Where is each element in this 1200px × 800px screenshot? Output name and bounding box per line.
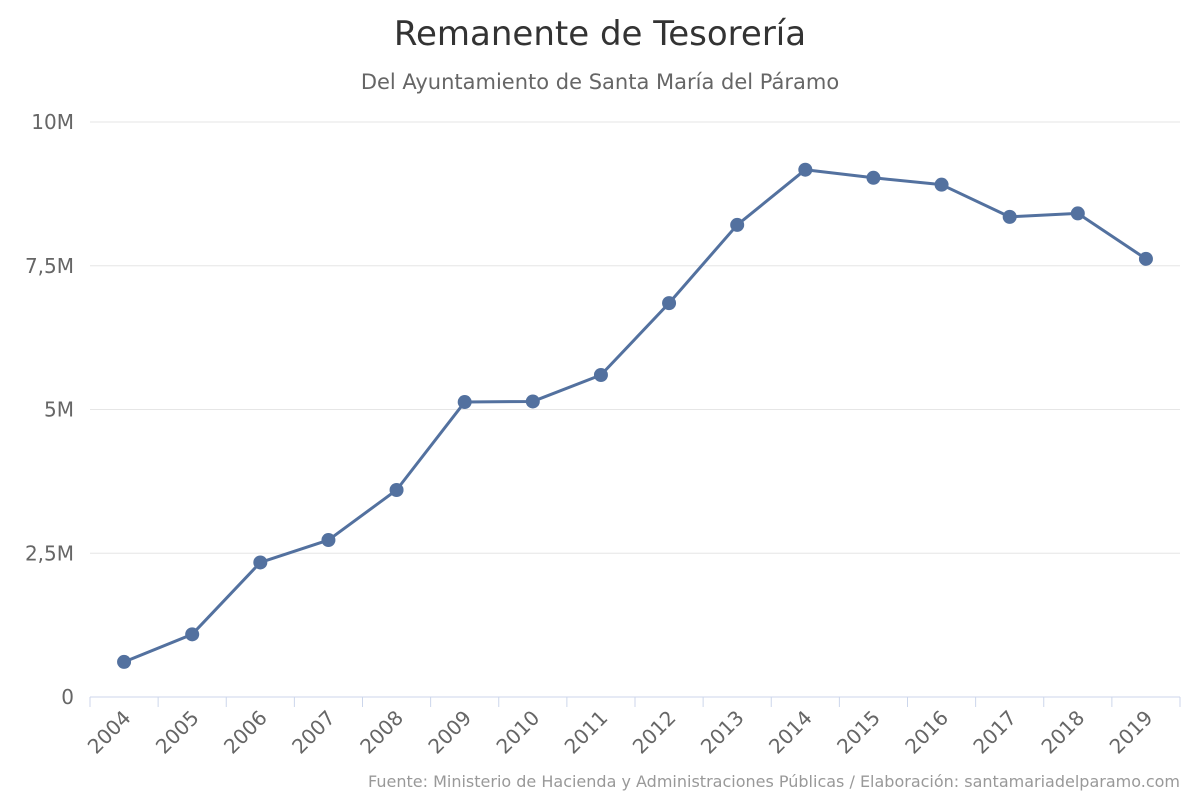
data-point-2014[interactable]: [798, 162, 813, 177]
x-axis: [89, 696, 1181, 707]
x-tick-label: 2007: [287, 706, 340, 759]
x-tick-label: 2011: [560, 706, 613, 759]
x-tick-label: 2016: [900, 706, 953, 759]
data-point-2018[interactable]: [1070, 206, 1085, 221]
x-tick-label: 2017: [968, 706, 1021, 759]
data-point-2016[interactable]: [934, 177, 949, 192]
x-tick-label: 2010: [491, 706, 544, 759]
x-tick-label: 2015: [832, 706, 885, 759]
chart-title: Remanente de Tesorería: [393, 14, 807, 54]
x-tick-label: 2004: [83, 706, 136, 759]
data-point-2019[interactable]: [1138, 251, 1153, 266]
series: [122, 168, 1148, 664]
y-tick-label: 2,5M: [25, 541, 74, 565]
x-tick-label: 2005: [151, 706, 204, 759]
credits-text[interactable]: Fuente: Ministerio de Hacienda y Adminis…: [368, 772, 1180, 791]
data-point-2007[interactable]: [321, 533, 336, 548]
x-tick-label: 2006: [219, 706, 272, 759]
x-tick-label: 2012: [628, 706, 681, 759]
data-point-2009[interactable]: [457, 395, 472, 410]
data-point-2006[interactable]: [253, 555, 268, 570]
data-point-2004[interactable]: [117, 654, 132, 669]
x-axis-labels: 2004 2005 2006 2007 2008 2009 2010 2011 2012 2013…: [83, 706, 1158, 759]
y-tick-label: 10M: [31, 110, 74, 134]
y-tick-label: 5M: [44, 398, 74, 422]
x-tick-label: 2014: [764, 706, 817, 759]
data-point-2010[interactable]: [525, 394, 540, 409]
series-line: [122, 168, 1148, 664]
y-axis-labels: 0 2,5M 5M 7,5M 10M: [25, 110, 74, 709]
x-tick-label: 2019: [1105, 706, 1158, 759]
data-point-2005[interactable]: [185, 627, 200, 642]
chart-subtitle: Del Ayuntamiento de Santa María del Pára…: [360, 70, 840, 94]
y-tick-label: 0: [61, 685, 74, 709]
gridlines: [90, 121, 1180, 554]
data-point-2013[interactable]: [730, 217, 745, 232]
data-point-2012[interactable]: [662, 296, 677, 311]
data-point-2015[interactable]: [866, 170, 881, 185]
x-tick-label: 2018: [1036, 706, 1089, 759]
y-tick-label: 7,5M: [25, 254, 74, 278]
x-tick-label: 2009: [423, 706, 476, 759]
data-markers[interactable]: [117, 162, 1153, 669]
x-tick-label: 2008: [355, 706, 408, 759]
data-point-2008[interactable]: [389, 483, 404, 497]
x-tick-label: 2013: [696, 706, 749, 759]
data-point-2011[interactable]: [593, 368, 608, 382]
data-point-2017[interactable]: [1002, 209, 1017, 224]
